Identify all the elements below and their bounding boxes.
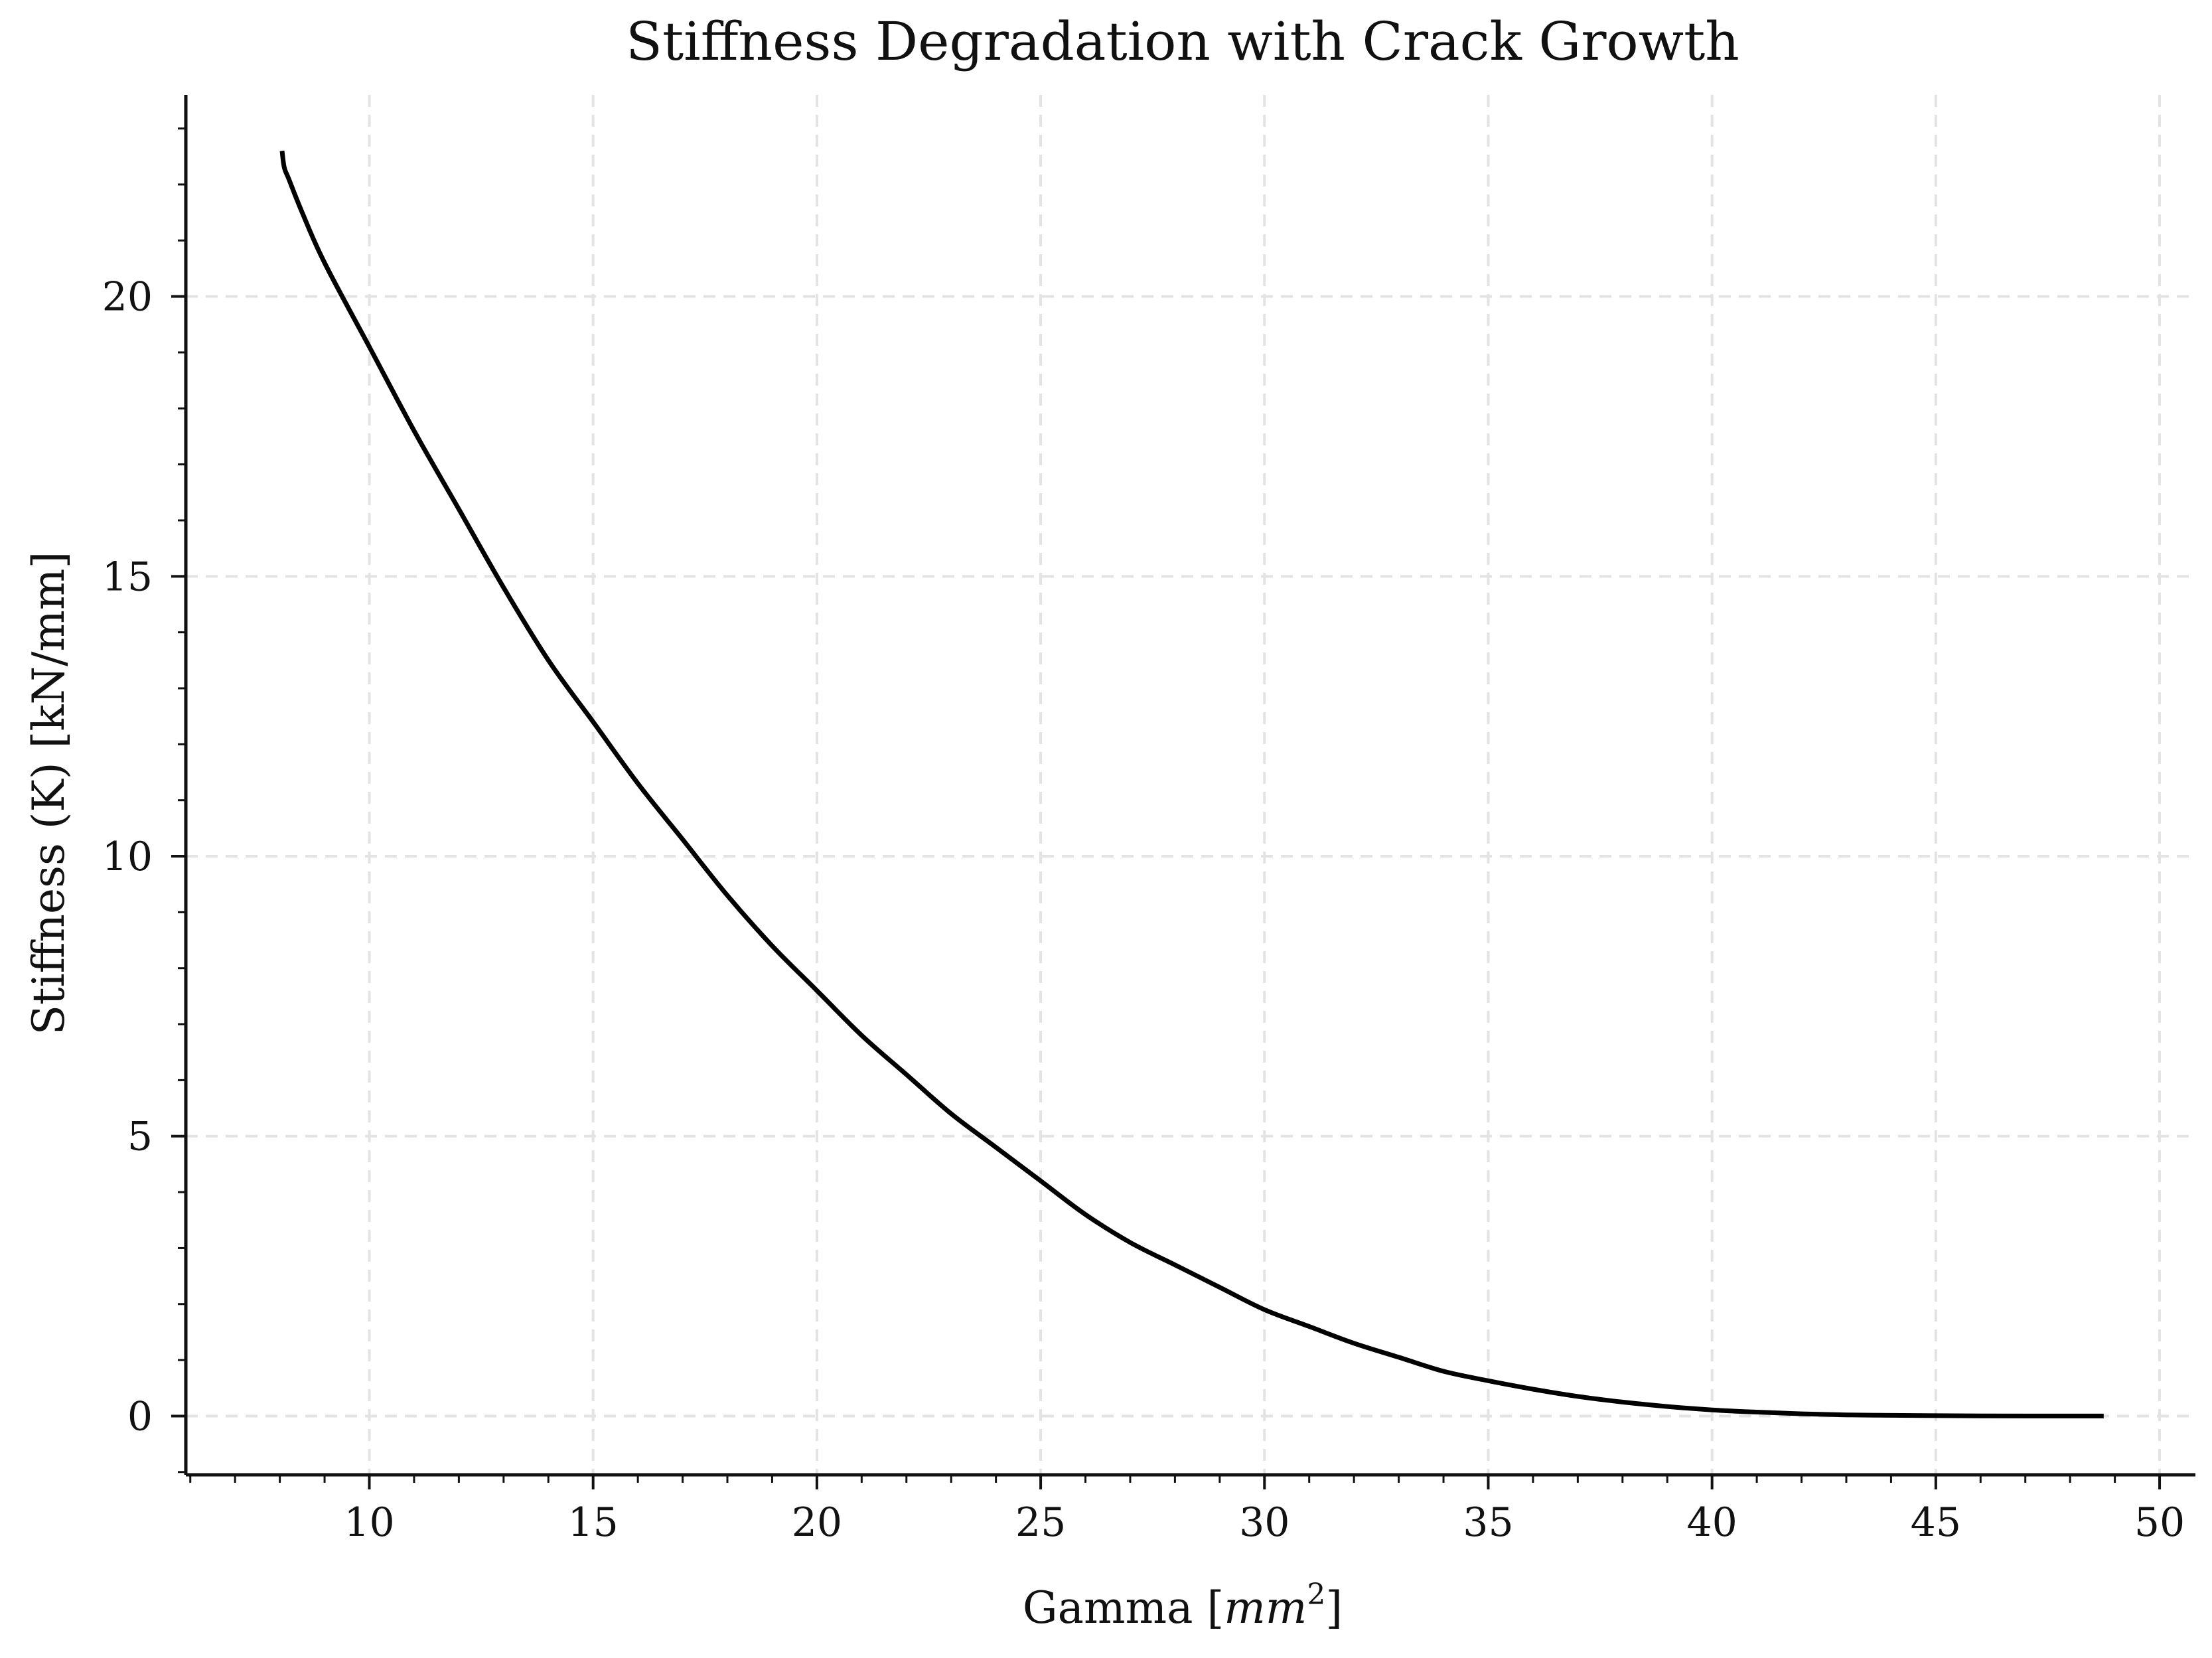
- y-tick-label: 0: [127, 1393, 153, 1440]
- plot-area: [279, 150, 2104, 1418]
- y-tick-label: 5: [127, 1114, 153, 1160]
- y-axis-label: Stiffness (K) [kN/mm]: [23, 552, 74, 1035]
- y-tick-label: 10: [102, 834, 153, 880]
- x-axis-label-close: ]: [1325, 1582, 1343, 1633]
- x-axis-label: Gamma [mm2]: [1023, 1578, 1343, 1633]
- x-axis-label-unit: mm: [1224, 1582, 1307, 1633]
- grid-lines: [186, 95, 2195, 1475]
- x-tick-label: 45: [1911, 1499, 1961, 1546]
- x-tick-label: 50: [2134, 1499, 2185, 1546]
- x-tick-label: 20: [792, 1499, 842, 1546]
- y-tick-label: 20: [102, 274, 153, 321]
- x-tick-label: 40: [1686, 1499, 1737, 1546]
- chart-title: Stiffness Degradation with Crack Growth: [626, 11, 1739, 72]
- x-tick-label: 30: [1239, 1499, 1290, 1546]
- x-axis-label-text: Gamma [: [1023, 1582, 1224, 1633]
- x-tick-label: 25: [1015, 1499, 1066, 1546]
- x-tick-label: 15: [568, 1499, 619, 1546]
- y-axis-ticks: 0 5 10 15 20: [102, 127, 186, 1473]
- y-tick-label: 15: [102, 554, 153, 600]
- x-axis-ticks: 10 15 20 25 30 35 40 45 50: [189, 1475, 2185, 1546]
- x-tick-label: 35: [1463, 1499, 1513, 1546]
- stiffness-line: [279, 150, 2104, 1418]
- x-tick-label: 10: [344, 1499, 394, 1546]
- x-axis-label-exponent: 2: [1307, 1578, 1325, 1612]
